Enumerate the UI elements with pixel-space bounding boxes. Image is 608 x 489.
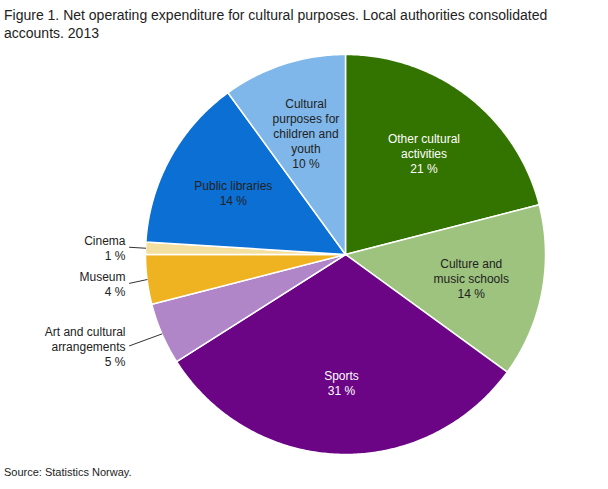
svg-text:Museum4 %: Museum4 % xyxy=(79,270,125,299)
svg-text:Culture andmusic schools14 %: Culture andmusic schools14 % xyxy=(434,257,509,301)
svg-text:Art and culturalarrangements5: Art and culturalarrangements5 % xyxy=(45,325,126,369)
svg-text:Sports31 %: Sports31 % xyxy=(324,369,359,398)
html-text:Source: Statistics Norway.: Source: Statistics Norway. xyxy=(4,466,132,478)
html-text:Figure 1. Net operating expend: Figure 1. Net operating expenditure for … xyxy=(4,7,548,41)
svg-text:Culturalpurposes forchildren a: Culturalpurposes forchildren andyouth10 … xyxy=(273,97,340,171)
svg-text:Cinema1 %: Cinema1 % xyxy=(84,234,126,263)
svg-text:Other culturalactivities21 %: Other culturalactivities21 % xyxy=(388,132,460,176)
svg-text:Public libraries14 %: Public libraries14 % xyxy=(194,179,272,208)
